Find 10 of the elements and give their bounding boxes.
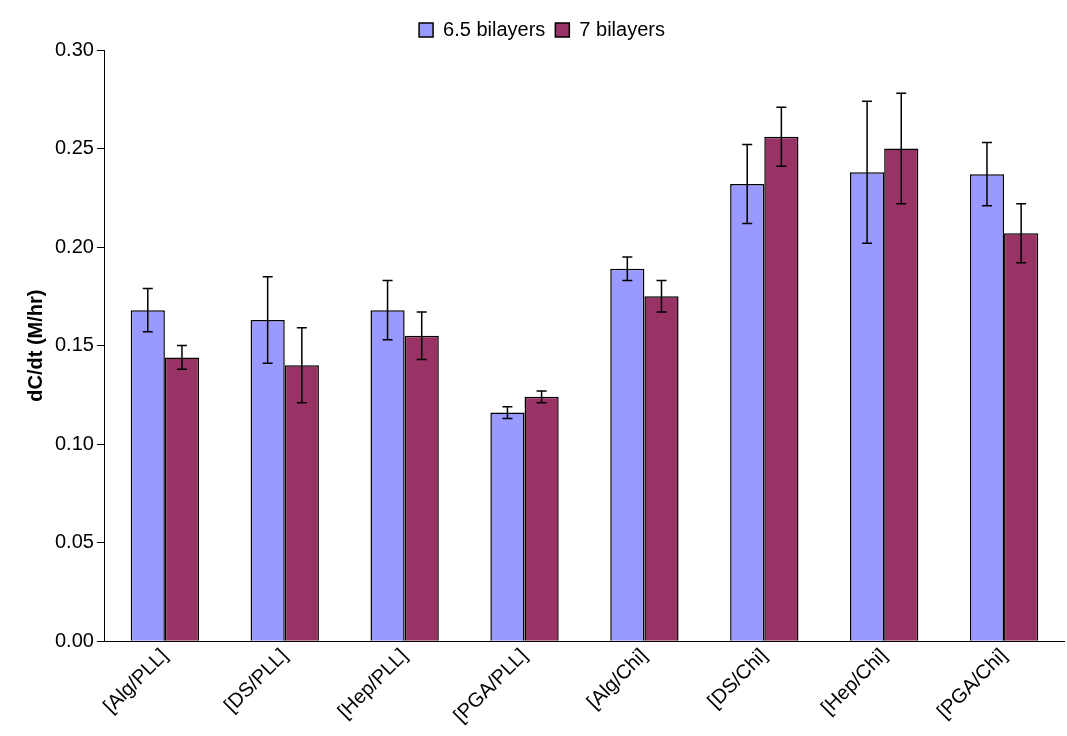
legend-label: 7 bilayers — [579, 17, 665, 40]
legend-label: 6.5 bilayers — [443, 17, 546, 40]
y-axis-title: dC/dt (M/hr) — [23, 289, 46, 402]
y-tick-label: 0.05 — [54, 530, 94, 553]
y-tick-label: 0.15 — [54, 333, 94, 356]
y-tick-label: 0.20 — [54, 234, 94, 257]
y-tick-label: 0.30 — [54, 37, 94, 60]
y-tick-label: 0.25 — [54, 136, 94, 159]
y-tick-label: 0.10 — [54, 431, 94, 454]
y-tick-label: 0.00 — [54, 628, 94, 651]
